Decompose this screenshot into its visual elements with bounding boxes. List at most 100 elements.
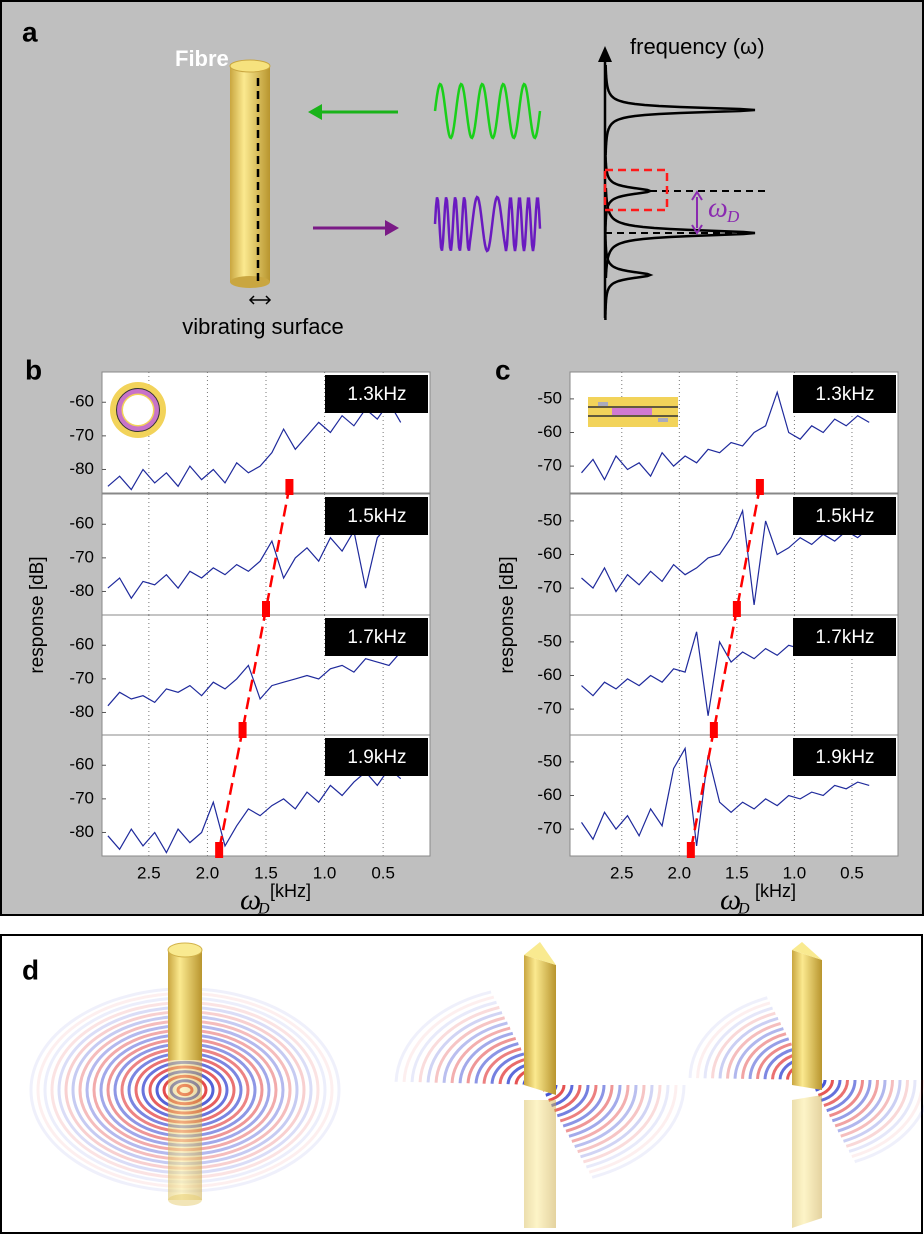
- x-axis-label-sub: D: [737, 901, 750, 918]
- y-tick-label: -60: [537, 544, 562, 563]
- wave-ring: [458, 1028, 622, 1142]
- title-box: [325, 375, 428, 413]
- y-axis-label: response [dB]: [27, 556, 48, 673]
- wave-ring: [442, 1017, 638, 1153]
- y-tick-label: -70: [537, 819, 562, 838]
- y-tick-label: -80: [69, 702, 94, 721]
- subplot-title: 1.7kHz: [347, 627, 406, 648]
- y-tick-label: -70: [537, 456, 562, 475]
- shift-connector: [264, 486, 291, 610]
- wave-ring: [482, 1045, 598, 1125]
- inset-slab: [588, 397, 678, 427]
- wave-ring: [748, 1034, 872, 1126]
- subplot-title: 1.3kHz: [347, 384, 406, 405]
- shift-symbol: ω: [708, 192, 728, 223]
- x-axis-label-sub: D: [257, 901, 270, 918]
- wave-ring: [394, 984, 686, 1186]
- shift-marker: [285, 479, 294, 495]
- title-box: [793, 375, 896, 413]
- shift-marker: [732, 601, 741, 617]
- shift-marker: [238, 722, 247, 738]
- wave-ring: [778, 1056, 842, 1104]
- wave-ring: [418, 1001, 662, 1169]
- shift-marker: [686, 842, 695, 858]
- wave-ring: [474, 1039, 606, 1131]
- y-tick-label: -50: [537, 388, 562, 407]
- fibre-diagram: [229, 59, 272, 305]
- spectrum-line: [581, 746, 870, 846]
- y-tick-label: -70: [69, 547, 94, 566]
- wave-ring: [763, 1045, 857, 1115]
- wave-ring: [756, 1040, 864, 1120]
- frequency-diagram: [598, 46, 765, 320]
- panel-label: a: [22, 16, 38, 47]
- x-tick-label: 1.5: [254, 863, 278, 882]
- title-box: [325, 618, 428, 656]
- shift-connector: [735, 486, 762, 610]
- shift-marker: [262, 601, 270, 617]
- x-tick-label: 1.5: [725, 863, 749, 882]
- panel-label: d: [22, 954, 39, 985]
- subplot-title: 1.7kHz: [815, 627, 874, 648]
- fibre-models: [167, 942, 822, 1228]
- x-tick-label: 1.0: [313, 863, 337, 882]
- shift-connector: [241, 608, 268, 731]
- shift-connector: [712, 608, 739, 731]
- wave-ring: [786, 1062, 834, 1098]
- shift-marker: [709, 722, 718, 738]
- x-tick-label: 2.0: [196, 863, 220, 882]
- y-tick-label: -80: [69, 822, 94, 841]
- y-tick-label: -60: [537, 665, 562, 684]
- y-tick-label: -70: [537, 578, 562, 597]
- subplot-title: 1.9kHz: [347, 747, 406, 768]
- inset-ring: [110, 382, 166, 438]
- wave-ring: [718, 1012, 902, 1148]
- title-box: [793, 738, 896, 776]
- y-tick-label: -60: [69, 635, 94, 654]
- wave-ring: [514, 1067, 566, 1103]
- subplot-title: 1.5kHz: [815, 506, 874, 527]
- x-axis-label: ω: [240, 883, 261, 916]
- wave-ring: [410, 995, 670, 1175]
- wave-ring: [733, 1023, 887, 1137]
- wave-ring: [696, 996, 924, 1164]
- wave-arrows: [308, 82, 542, 253]
- panel-label: b: [25, 354, 42, 385]
- y-tick-label: -80: [69, 581, 94, 600]
- y-tick-label: -70: [537, 699, 562, 718]
- y-tick-label: -60: [69, 514, 94, 533]
- y-tick-label: -60: [537, 422, 562, 441]
- wave-ring: [466, 1034, 614, 1136]
- subplot-title: 1.3kHz: [815, 384, 874, 405]
- x-axis-unit: [kHz]: [755, 881, 796, 901]
- y-tick-label: -70: [69, 668, 94, 687]
- wave-ring: [434, 1012, 646, 1158]
- title-box: [793, 618, 896, 656]
- wave-ring: [793, 1067, 827, 1093]
- shift-connector: [689, 729, 716, 851]
- wave-ring: [741, 1029, 879, 1131]
- x-tick-label: 1.0: [783, 863, 807, 882]
- surface-label: vibrating surface: [182, 314, 343, 339]
- spectrum-line: [581, 390, 870, 481]
- subplot-title: 1.9kHz: [815, 747, 874, 768]
- x-tick-label: 2.5: [137, 863, 161, 882]
- x-axis-unit: [kHz]: [270, 881, 311, 901]
- y-tick-label: -50: [537, 631, 562, 650]
- subplot-title: 1.5kHz: [347, 506, 406, 527]
- y-tick-label: -70: [69, 425, 94, 444]
- panel-label: c: [495, 354, 511, 385]
- fibre-label: Fibre: [175, 46, 229, 71]
- y-tick-label: -60: [69, 392, 94, 411]
- spectrum-line: [107, 767, 402, 854]
- shift-connector: [217, 729, 244, 851]
- wave-ring: [506, 1061, 574, 1109]
- y-tick-label: -60: [537, 785, 562, 804]
- y-tick-label: -80: [69, 459, 94, 478]
- x-axis-label: ω: [720, 883, 741, 916]
- spectrum-line: [107, 651, 402, 707]
- wave-ring: [402, 990, 678, 1180]
- charts: -60 -70 -80 1.3kHz -60 -70 -80 1.5kHz -60 -70 -80 1…: [69, 371, 899, 882]
- y-axis-label: response [dB]: [497, 556, 518, 673]
